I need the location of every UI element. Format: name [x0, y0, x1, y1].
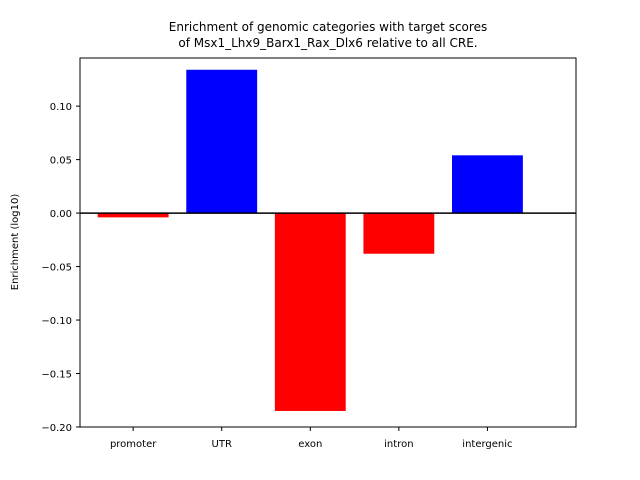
y-axis-label: Enrichment (log10)	[10, 194, 21, 291]
x-tick-label: intron	[384, 439, 413, 450]
y-tick-label: −0.15	[41, 370, 72, 381]
x-tick-label: promoter	[110, 439, 157, 450]
x-tick-label: exon	[298, 439, 322, 450]
x-axis-ticks: promoter UTR exon intron intergenic	[110, 427, 513, 450]
y-tick-label: 0.10	[50, 102, 72, 113]
y-tick-label: 0.00	[50, 209, 72, 220]
chart-title-line-2: of Msx1_Lhx9_Barx1_Rax_Dlx6 relative to …	[178, 36, 477, 50]
y-tick-label: −0.10	[41, 316, 72, 327]
x-tick-label: intergenic	[462, 439, 512, 450]
bar-promoter	[97, 213, 169, 218]
y-tick-label: 0.05	[50, 156, 72, 167]
bars-group	[97, 69, 523, 411]
bar-intron	[363, 213, 435, 254]
bar-intergenic	[452, 155, 523, 214]
y-tick-label: −0.20	[41, 423, 72, 434]
chart-title-line-1: Enrichment of genomic categories with ta…	[169, 20, 487, 34]
y-tick-label: −0.05	[41, 263, 72, 274]
y-axis-ticks: 0.10 0.05 0.00 −0.05 −0.10 −0.15 −0.20	[41, 102, 80, 434]
plot-frame	[79, 57, 577, 428]
x-tick-label: UTR	[212, 439, 232, 450]
bar-UTR	[186, 69, 258, 214]
bar-exon	[274, 213, 346, 411]
